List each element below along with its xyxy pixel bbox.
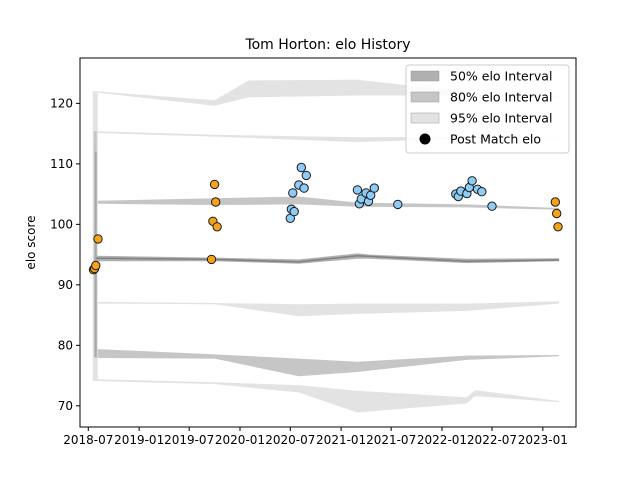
legend-label: 80% elo Interval — [450, 90, 552, 105]
x-axis: 2018-07 2019-01 2019-07 2020-01 2020-07 2021-… — [63, 427, 568, 447]
post-match-elo-point — [550, 197, 560, 207]
y-tick-label: 80 — [58, 338, 73, 352]
x-tick-label: 2020-07 — [265, 433, 315, 447]
legend-label: 50% elo Interval — [450, 69, 552, 84]
post-match-elo-point — [209, 179, 220, 190]
post-match-elo-point — [487, 201, 497, 211]
interval-95-lower-band — [95, 379, 560, 413]
x-tick-label: 2022-07 — [467, 433, 517, 447]
post-match-elo-point — [212, 222, 222, 232]
y-tick-label: 70 — [58, 399, 73, 413]
interval-50-initial-spread — [94, 151, 97, 358]
post-match-elo-point — [288, 188, 298, 198]
legend-marker-swatch — [419, 133, 431, 145]
y-tick-label: 100 — [50, 217, 73, 231]
y-tick-label: 110 — [50, 157, 73, 171]
y-axis-label: elo score — [24, 215, 38, 269]
post-match-elo-point — [93, 234, 103, 244]
interval-95-lower-mid-band — [95, 301, 560, 317]
x-tick-label: 2021-07 — [366, 433, 416, 447]
post-match-elo-point — [352, 185, 363, 195]
post-match-elo-point — [211, 197, 221, 207]
legend-label: Post Match elo — [450, 132, 541, 147]
x-tick-label: 2020-01 — [215, 433, 265, 447]
post-match-elo-point — [467, 176, 477, 186]
plot-layer — [88, 79, 563, 413]
interval-80-lower-band — [95, 349, 560, 377]
post-match-elo-point — [477, 187, 487, 197]
post-match-elo-point — [91, 260, 101, 271]
x-tick-label: 2023-01 — [518, 433, 568, 447]
legend-band-swatch — [410, 91, 440, 103]
y-tick-label: 120 — [50, 96, 73, 110]
x-tick-label: 2019-07 — [164, 433, 214, 447]
post-match-elo-point — [296, 162, 306, 173]
legend-band-swatch — [410, 112, 440, 124]
x-tick-label: 2019-01 — [114, 433, 164, 447]
post-match-elo-point — [301, 170, 311, 181]
y-tick-label: 90 — [58, 278, 73, 292]
post-match-elo-point — [552, 208, 562, 219]
x-tick-label: 2022-01 — [417, 433, 467, 447]
post-match-elo-point — [393, 199, 403, 210]
post-match-elo-point — [289, 206, 299, 217]
legend: 50% elo Interval 80% elo Interval 95% elo … — [405, 64, 570, 154]
y-axis: 70 80 90 100 110 120 — [50, 96, 80, 413]
post-match-elo-point — [206, 254, 217, 265]
chart-title: Tom Horton: elo History — [244, 37, 410, 53]
legend-label: 95% elo Interval — [450, 111, 552, 126]
post-match-elo-point — [299, 183, 309, 193]
legend-band-swatch — [410, 70, 440, 82]
x-tick-label: 2018-07 — [63, 433, 113, 447]
x-tick-label: 2021-01 — [316, 433, 366, 447]
interval-95-upper-band — [95, 79, 560, 106]
axes-frame — [79, 57, 577, 428]
legend-box — [405, 64, 570, 154]
post-match-elo-point — [553, 222, 563, 232]
post-match-elo-point — [369, 183, 379, 193]
